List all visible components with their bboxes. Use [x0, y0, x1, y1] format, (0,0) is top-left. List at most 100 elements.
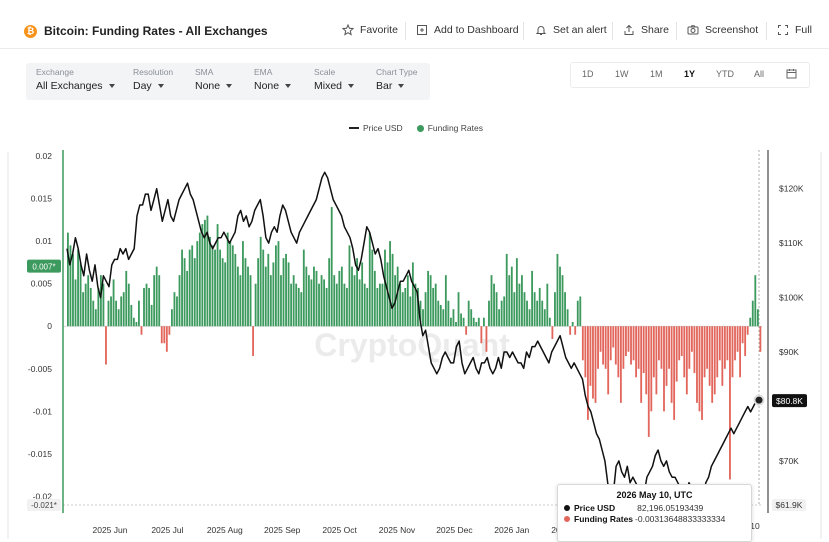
funding-bar — [99, 275, 102, 327]
funding-bar — [586, 326, 589, 420]
range-1w[interactable]: 1W — [615, 69, 629, 79]
share-button[interactable]: Share — [623, 24, 669, 36]
chevron-down-icon — [398, 84, 405, 88]
left-current-badge-bg — [27, 259, 61, 273]
funding-bar — [546, 283, 549, 327]
funding-bar — [711, 326, 714, 403]
calendar-icon[interactable] — [786, 68, 797, 79]
range-1y[interactable]: 1Y — [684, 69, 696, 79]
funding-bar — [287, 262, 290, 327]
funding-bar — [444, 275, 447, 327]
funding-bar — [378, 283, 381, 327]
funding-bar — [320, 275, 323, 327]
funding-bar — [642, 326, 645, 374]
funding-bar — [264, 266, 267, 327]
range-1m[interactable]: 1M — [650, 69, 663, 79]
funding-bar — [368, 232, 371, 327]
legend-price[interactable]: Price USD — [349, 123, 403, 133]
funding-bar — [340, 266, 343, 327]
exchange-select[interactable]: Exchange All Exchanges — [36, 67, 115, 92]
funding-bar — [465, 326, 468, 335]
bitcoin-logo-icon: ₿ — [24, 25, 37, 38]
funding-bar — [493, 283, 495, 327]
funding-bar — [450, 317, 452, 327]
funding-bar — [538, 287, 541, 327]
sma-select[interactable]: SMA None — [195, 67, 233, 92]
funding-bar — [723, 326, 726, 369]
chart-type-label: Chart Type — [376, 67, 418, 77]
chevron-down-icon — [108, 84, 115, 88]
bell-icon — [535, 26, 547, 35]
top-bar: ₿ Bitcoin: Funding Rates - All Exchanges… — [0, 0, 829, 49]
funding-bar — [490, 275, 493, 327]
range-1d[interactable]: 1D — [582, 69, 594, 79]
funding-bar — [138, 300, 140, 327]
funding-bar — [472, 317, 475, 327]
funding-bar — [406, 275, 409, 327]
chevron-down-icon — [348, 84, 355, 88]
tooltip-price-name: Price USD — [574, 503, 616, 513]
funding-bar — [315, 270, 318, 327]
y-right-tick-label: $90K — [779, 347, 799, 357]
funding-bar — [328, 258, 331, 327]
funding-bar — [645, 326, 648, 395]
funding-bar — [650, 326, 653, 412]
exchange-label: Exchange — [36, 67, 74, 77]
funding-bar — [84, 283, 87, 327]
range-all[interactable]: All — [754, 69, 765, 79]
scale-select[interactable]: Scale Mixed — [314, 67, 355, 92]
set-alert-label: Set an alert — [553, 24, 607, 36]
tooltip-date: 2026 May 10, UTC — [616, 490, 693, 500]
funding-bar — [721, 326, 724, 386]
right-min-badge-bg — [772, 499, 806, 511]
funding-bar — [358, 279, 361, 327]
funding-bar — [267, 253, 270, 327]
full-button[interactable]: Full — [777, 24, 812, 36]
funding-bar — [498, 309, 501, 327]
ema-select[interactable]: EMA None — [254, 67, 292, 92]
screenshot-label: Screenshot — [705, 24, 759, 36]
funding-bar — [292, 275, 295, 327]
funding-bar — [249, 275, 252, 327]
left-current-badge: 0.007* — [32, 263, 55, 272]
favorite-button[interactable]: Favorite — [342, 24, 398, 36]
funding-bar — [759, 326, 762, 352]
funding-bar — [239, 275, 242, 327]
funding-bar — [675, 326, 678, 382]
screenshot-button[interactable]: Screenshot — [687, 24, 758, 36]
divider — [612, 22, 613, 40]
funding-bar — [188, 249, 191, 327]
funding-bar — [201, 224, 204, 327]
funding-bar — [640, 326, 643, 403]
resolution-select[interactable]: Resolution Day — [133, 67, 173, 92]
funding-bar — [482, 317, 485, 327]
range-ytd[interactable]: YTD — [716, 69, 734, 79]
chart-tooltip: 2026 May 10, UTC Price USD 82,196.051934… — [557, 484, 752, 542]
funding-bar — [617, 326, 620, 378]
funding-bar — [419, 300, 422, 327]
range-selector: 1D 1W 1M 1Y YTD All — [570, 62, 810, 88]
funding-bar — [485, 326, 488, 352]
funding-bar — [564, 292, 566, 327]
funding-bar — [548, 317, 551, 327]
set-alert-button[interactable]: Set an alert — [535, 24, 607, 36]
dot-swatch-icon — [416, 124, 424, 132]
funding-bar — [389, 241, 391, 327]
funding-bar — [236, 266, 239, 327]
funding-bar — [74, 279, 77, 327]
funding-bar — [622, 326, 625, 369]
funding-bar — [160, 326, 163, 344]
funding-bar — [599, 326, 602, 352]
funding-bar — [680, 326, 683, 357]
sma-value: None — [195, 80, 221, 92]
legend-funding[interactable]: Funding Rates — [416, 123, 483, 133]
funding-bar — [635, 326, 638, 378]
funding-bar — [178, 275, 181, 327]
chart-type-select[interactable]: Chart Type Bar — [376, 67, 417, 92]
funding-bar — [140, 326, 143, 335]
funding-bar — [693, 326, 696, 374]
funding-bar — [168, 326, 171, 335]
left-min-badge: -0.021* — [31, 501, 57, 510]
add-to-dashboard-button[interactable]: Add to Dashboard — [416, 24, 519, 36]
